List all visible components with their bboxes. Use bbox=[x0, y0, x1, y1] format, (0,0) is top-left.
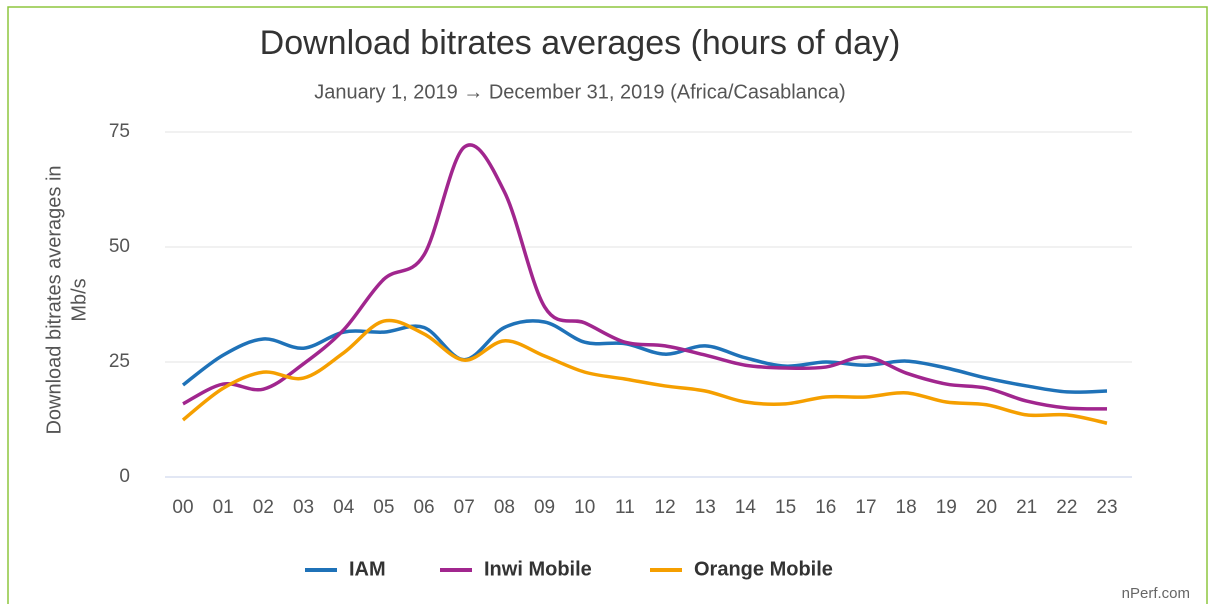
x-tick-label: 01 bbox=[213, 497, 234, 518]
x-tick-label: 03 bbox=[293, 497, 314, 518]
x-tick-label: 05 bbox=[373, 497, 394, 518]
x-tick-label: 07 bbox=[454, 497, 475, 518]
legend-label: Inwi Mobile bbox=[484, 558, 592, 580]
chart-title: Download bitrates averages (hours of day… bbox=[260, 24, 901, 62]
y-tick-label: 25 bbox=[109, 351, 130, 372]
x-tick-label: 00 bbox=[172, 497, 193, 518]
y-axis-label: Download bitrates averages in Mb/s bbox=[43, 165, 90, 434]
x-tick-label: 06 bbox=[413, 497, 434, 518]
x-tick-label: 04 bbox=[333, 497, 355, 518]
series-line bbox=[181, 318, 1108, 425]
x-tick-label: 10 bbox=[574, 497, 595, 518]
x-tick-label: 22 bbox=[1056, 497, 1077, 518]
x-tick-label: 17 bbox=[855, 497, 876, 518]
series-line bbox=[182, 143, 1108, 411]
y-axis-label-line: Download bitrates averages in bbox=[43, 165, 65, 434]
frame bbox=[7, 6, 1208, 604]
chart-subtitle: January 1, 2019 → December 31, 2019 (Afr… bbox=[314, 81, 845, 103]
legend-label: IAM bbox=[349, 558, 386, 580]
x-tick-label: 21 bbox=[1016, 497, 1037, 518]
x-tick-label: 13 bbox=[695, 497, 716, 518]
y-tick-label: 50 bbox=[109, 236, 130, 257]
x-tick-label: 23 bbox=[1096, 497, 1117, 518]
x-tick-label: 02 bbox=[253, 497, 274, 518]
x-tick-label: 08 bbox=[494, 497, 515, 518]
x-tick-label: 20 bbox=[976, 497, 997, 518]
x-tick-label: 14 bbox=[735, 497, 757, 518]
y-axis-label-line: Mb/s bbox=[68, 278, 90, 321]
x-tick-label: 09 bbox=[534, 497, 555, 518]
source: nPerf.com bbox=[1122, 585, 1190, 602]
x-tick-label: 12 bbox=[655, 497, 676, 518]
x-tick-label: 18 bbox=[896, 497, 917, 518]
x-tick-label: 15 bbox=[775, 497, 796, 518]
x-tick-label: 16 bbox=[815, 497, 836, 518]
y-tick-label: 75 bbox=[109, 121, 130, 142]
legend-label: Orange Mobile bbox=[694, 558, 833, 580]
x-tick-label: 11 bbox=[615, 497, 635, 518]
y-tick-label: 0 bbox=[119, 466, 130, 487]
x-tick-label: 19 bbox=[936, 497, 957, 518]
